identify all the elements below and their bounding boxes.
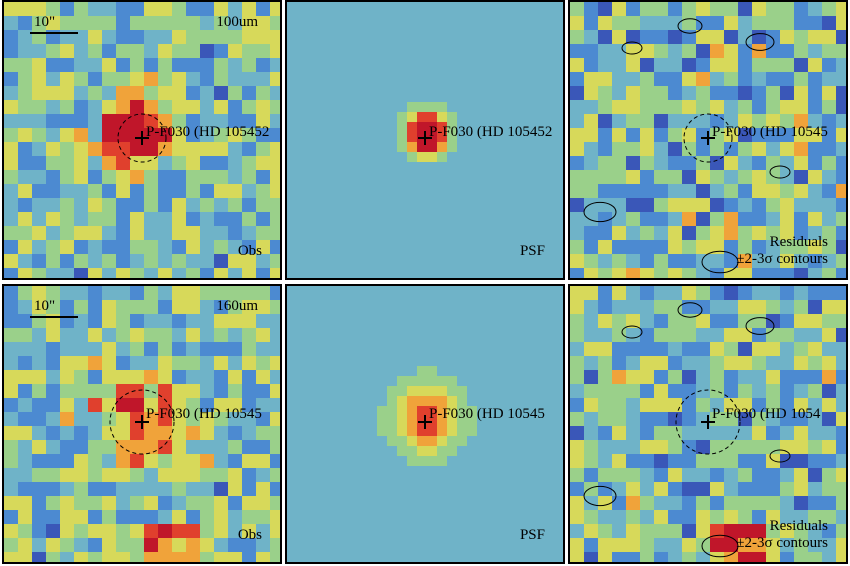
pixel-map [287,286,563,562]
panel-res-160: P-F030 (HD 1054 Residuals ±2-3σ contours [568,284,848,564]
target-marker [583,302,791,558]
pixel-map [570,2,846,278]
target-label: P-F030 (HD 10545 [429,406,545,422]
pixel-map [4,286,280,562]
scale-label: 10" [34,14,56,30]
residuals-label: Residuals [769,234,828,250]
pixel-map [4,2,280,278]
panel-obs-160: P-F030 (HD 10545 160um 10" Obs [2,284,282,564]
residuals-label: Residuals [769,518,828,534]
panel-type-label: Residuals ±2-3σ contours [736,518,828,552]
band-label: 100um [216,14,258,30]
target-label: P-F030 (HD 105452 [146,124,270,140]
contours-label: ±2-3σ contours [736,535,828,551]
target-label: P-F030 (HD 10545 [146,406,262,422]
target-marker [109,389,175,455]
target-marker [583,18,791,274]
pixel-map [287,2,563,278]
panel-type-label: Obs [237,527,262,543]
panel-psf-100: P-F030 (HD 105452 PSF [285,0,565,280]
scale-label: 10" [34,298,56,314]
panel-res-100: P-F030 (HD 10545 Residuals ±2-3σ contours [568,0,848,280]
pixel-map [570,286,846,562]
target-label: P-F030 (HD 10545 [712,124,828,140]
target-marker [418,415,432,429]
panel-type-label: Residuals ±2-3σ contours [736,234,828,268]
panel-type-label: PSF [519,527,545,543]
target-label: P-F030 (HD 105452 [429,124,553,140]
panel-type-label: Obs [237,243,262,259]
band-label: 160um [216,298,258,314]
target-label: P-F030 (HD 1054 [712,406,821,422]
target-marker [117,113,167,163]
target-marker [418,131,432,145]
panel-type-label: PSF [519,243,545,259]
contours-label: ±2-3σ contours [736,251,828,267]
panel-obs-100: P-F030 (HD 105452 100um 10" Obs [2,0,282,280]
panel-psf-160: P-F030 (HD 10545 PSF [285,284,565,564]
